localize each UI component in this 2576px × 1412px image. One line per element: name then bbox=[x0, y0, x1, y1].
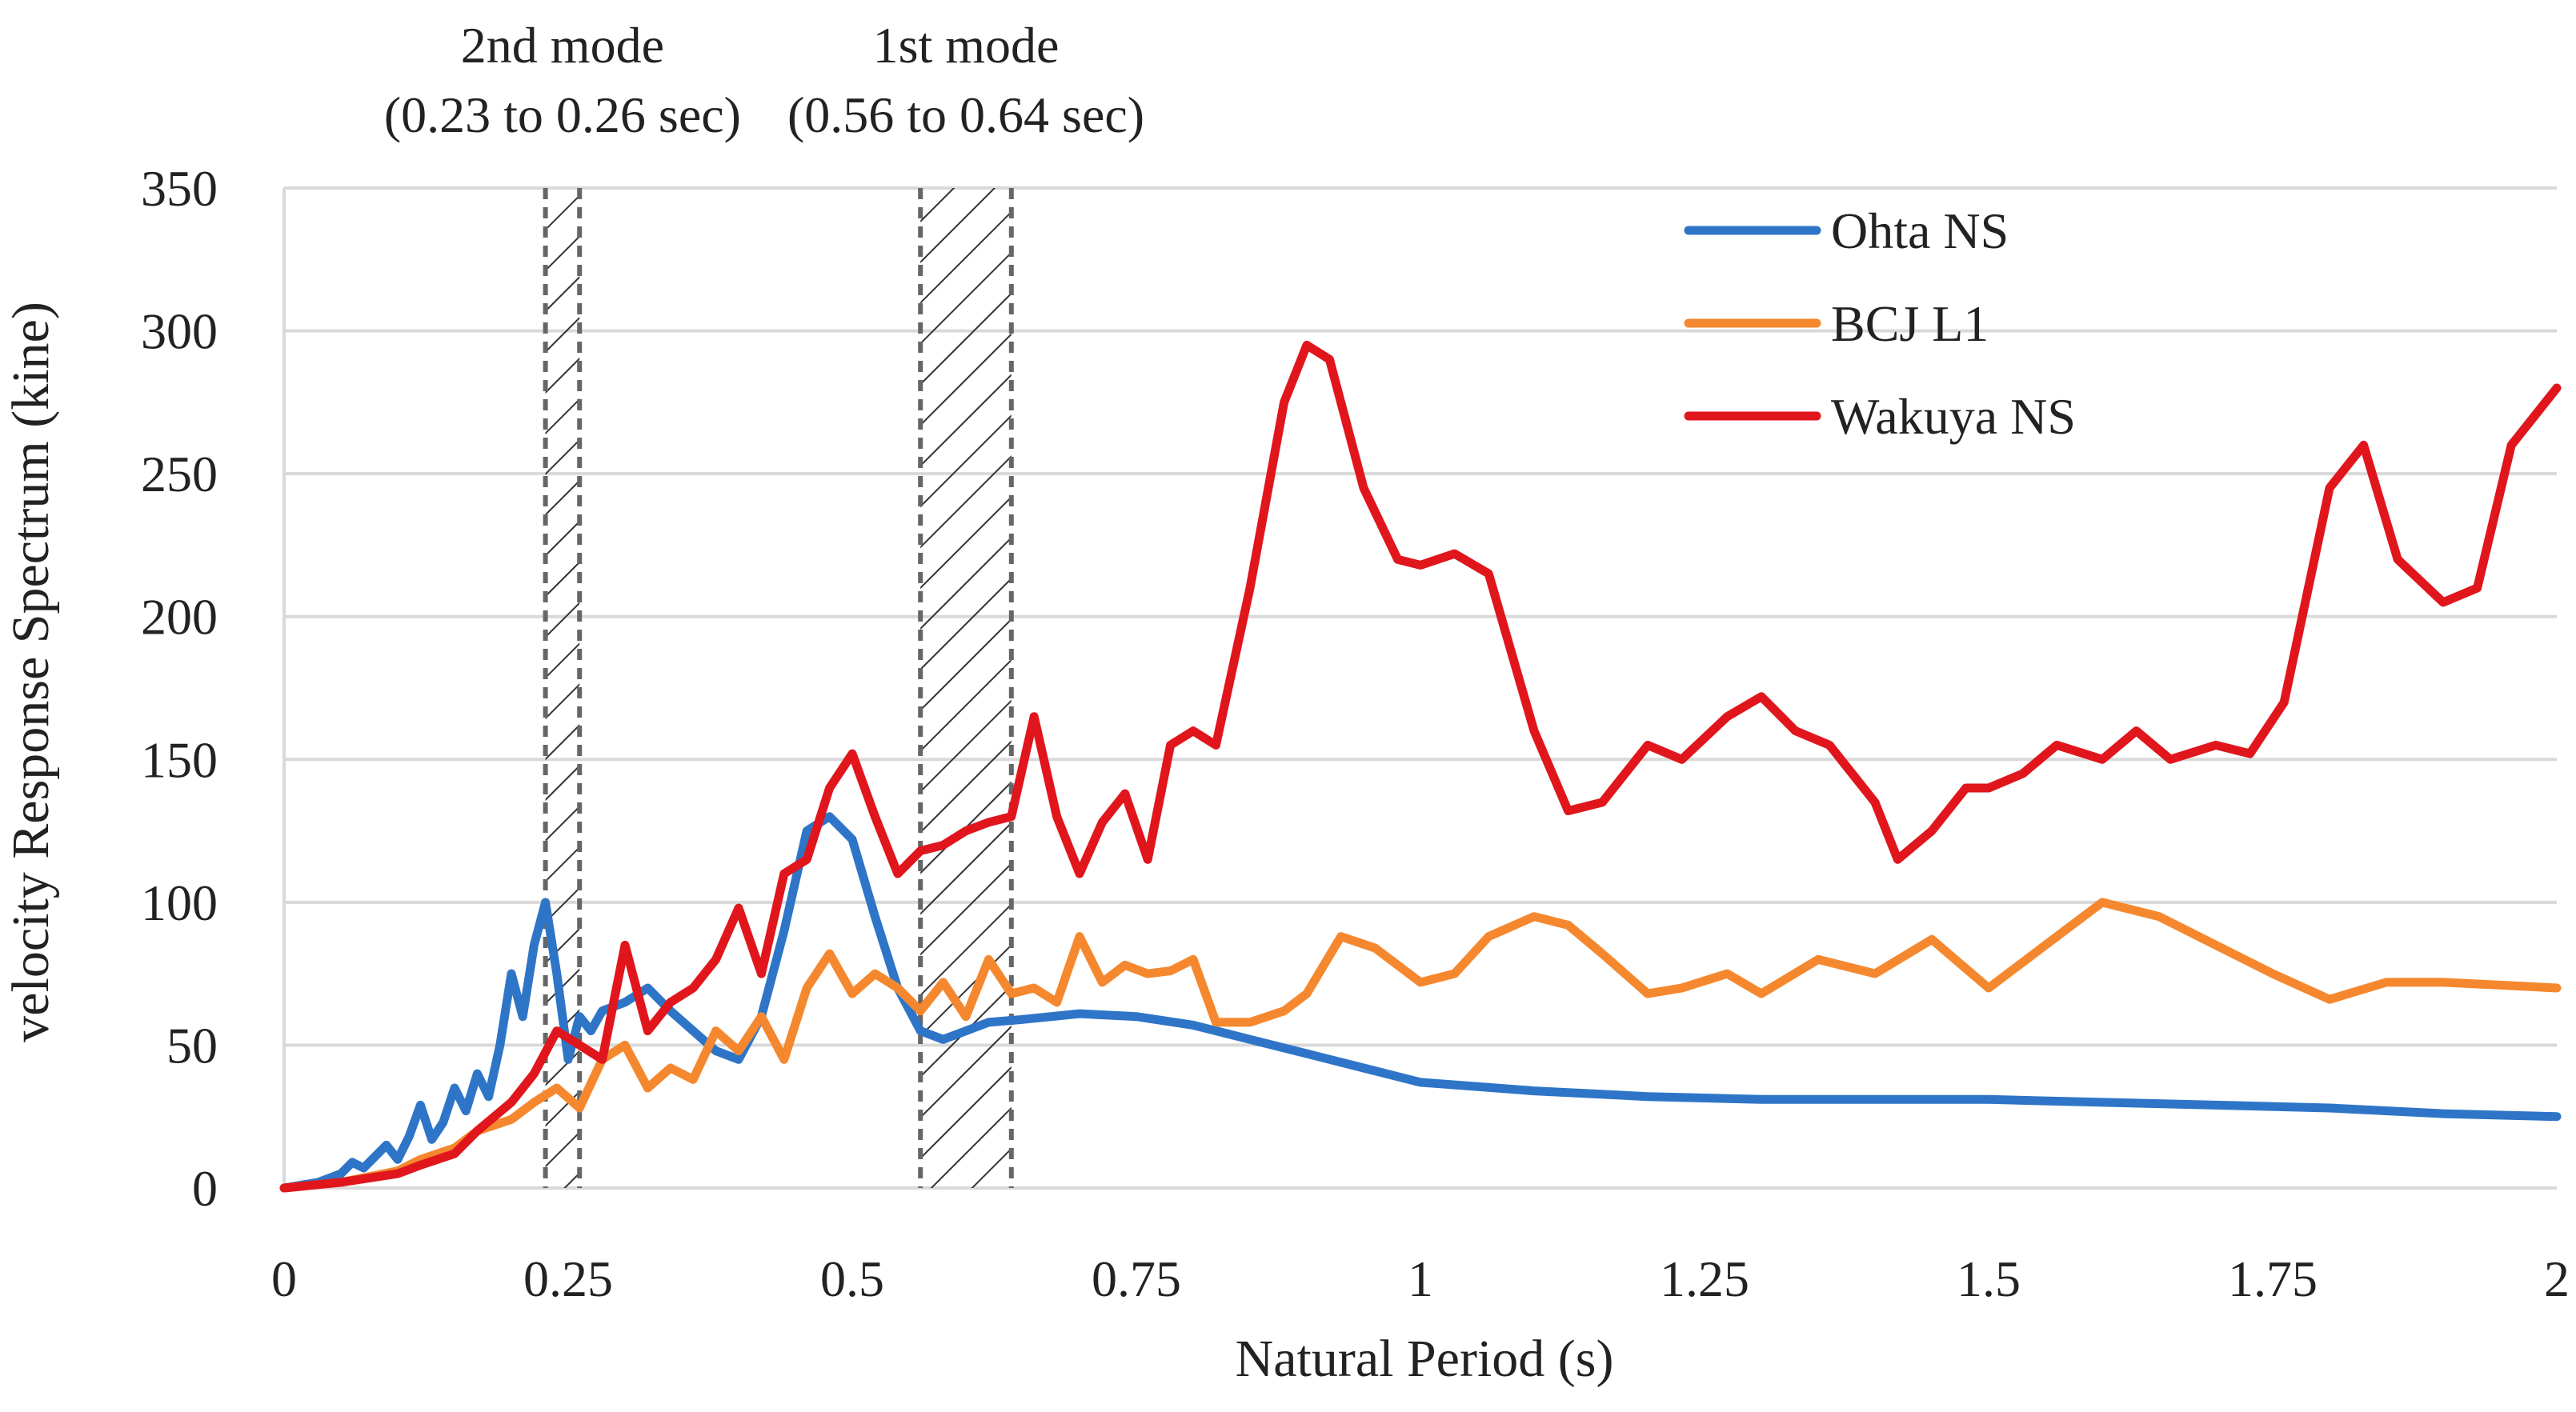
legend-label-ohta-ns: Ohta NS bbox=[1831, 202, 2009, 259]
x-tick-labels: 0 0.25 0.5 0.75 1 1.25 1.5 1.75 2 bbox=[271, 1250, 2570, 1307]
gridlines bbox=[282, 186, 2557, 1190]
y-tick-label-3: 150 bbox=[141, 731, 218, 788]
mode-band-1-title: 2nd mode bbox=[461, 17, 664, 74]
x-tick-label-2: 0.5 bbox=[820, 1250, 884, 1307]
mode-band-1-range: (0.23 to 0.26 sec) bbox=[384, 86, 741, 143]
series-lines bbox=[279, 340, 2562, 1193]
mode-band-2-range: (0.56 to 0.64 sec) bbox=[787, 86, 1144, 143]
y-tick-label-4: 200 bbox=[141, 589, 218, 646]
x-tick-label-4: 1 bbox=[1408, 1250, 1433, 1307]
x-tick-label-0: 0 bbox=[271, 1250, 297, 1307]
y-tick-label-6: 300 bbox=[141, 303, 218, 360]
x-tick-label-5: 1.25 bbox=[1660, 1250, 1749, 1307]
legend-label-bcj-l1: BCJ L1 bbox=[1831, 295, 1989, 352]
legend: Ohta NS BCJ L1 Wakuya NS bbox=[1684, 202, 2076, 445]
series-line-bcj-l1 bbox=[279, 898, 2562, 1193]
y-tick-label-5: 250 bbox=[141, 446, 218, 502]
legend-label-wakuya-ns: Wakuya NS bbox=[1831, 388, 2076, 445]
x-axis-title: Natural Period (s) bbox=[1236, 1330, 1614, 1388]
x-tick-label-3: 0.75 bbox=[1092, 1250, 1181, 1307]
series-line-wakuya-ns bbox=[279, 340, 2562, 1193]
mode-band-2-title: 1st mode bbox=[873, 17, 1060, 74]
mode-annotations: 2nd mode (0.23 to 0.26 sec) 1st mode (0.56 … bbox=[384, 17, 1144, 143]
y-tick-label-7: 350 bbox=[141, 160, 218, 217]
x-tick-label-1: 0.25 bbox=[523, 1250, 613, 1307]
y-tick-label-1: 50 bbox=[166, 1017, 218, 1074]
y-tick-labels: 0 50 100 150 200 250 300 350 bbox=[141, 160, 218, 1217]
y-tick-label-2: 100 bbox=[141, 874, 218, 931]
y-axis-title: velocity Response Spectrum (kine) bbox=[2, 302, 60, 1042]
y-tick-label-0: 0 bbox=[192, 1160, 218, 1217]
series-line-ohta-ns bbox=[279, 812, 2562, 1193]
x-tick-label-7: 1.75 bbox=[2228, 1250, 2318, 1307]
x-tick-label-8: 2 bbox=[2544, 1250, 2570, 1307]
x-tick-label-6: 1.5 bbox=[1957, 1250, 2021, 1307]
